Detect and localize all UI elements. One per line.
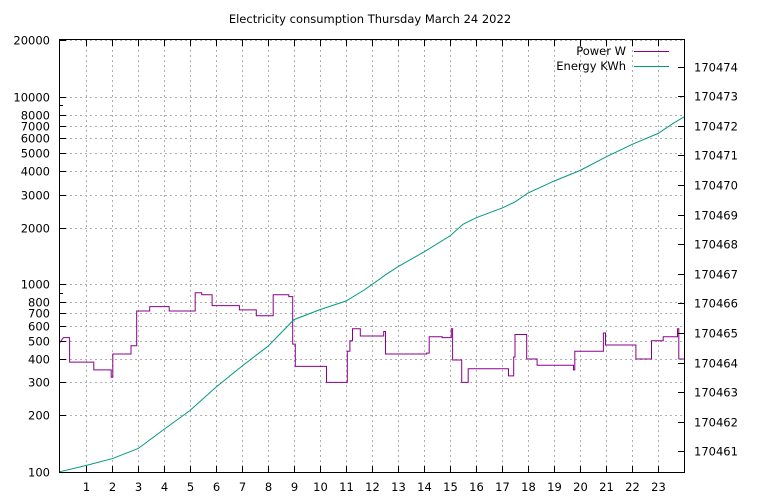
series-line-power-w (59, 292, 684, 383)
y-tick-label: 500 (28, 335, 50, 349)
y2-tick-label: 170464 (694, 357, 738, 371)
x-tick-label: 9 (291, 480, 298, 494)
y2-tick-label: 170470 (694, 179, 738, 193)
y-tick-label: 7000 (21, 120, 50, 134)
y-tick-label: 800 (28, 296, 50, 310)
x-tick-label: 8 (265, 480, 272, 494)
y-tick-label: 600 (28, 320, 50, 334)
x-tick-label: 19 (547, 480, 562, 494)
x-tick-label: 22 (625, 480, 640, 494)
x-tick-label: 21 (599, 480, 614, 494)
y2-tick-label: 170472 (694, 120, 738, 134)
y-tick-label: 4000 (21, 165, 50, 179)
x-tick-label: 6 (213, 480, 220, 494)
legend-label: Energy KWh (556, 59, 626, 73)
x-tick-label: 23 (651, 480, 666, 494)
y-tick-label: 20000 (13, 34, 50, 48)
x-tick-label: 11 (339, 480, 354, 494)
x-tick-label: 2 (109, 480, 116, 494)
x-tick-label: 16 (469, 480, 484, 494)
y2-tick-label: 170468 (694, 238, 738, 252)
y2-tick-label: 170474 (694, 61, 738, 75)
y2-tick-label: 170463 (694, 386, 738, 400)
plot-frame (59, 39, 685, 473)
y-tick-label: 400 (28, 353, 50, 367)
y2-tick-label: 170461 (694, 445, 738, 459)
chart-title: Electricity consumption Thursday March 2… (229, 12, 511, 26)
x-tick-label: 13 (391, 480, 406, 494)
y-tick-label: 8000 (21, 109, 50, 123)
y-tick-label: 200 (28, 409, 50, 423)
x-tick-label: 18 (521, 480, 536, 494)
legend-label: Power W (576, 44, 626, 58)
x-tick-label: 5 (187, 480, 194, 494)
x-tick-label: 15 (443, 480, 458, 494)
y-tick-label: 700 (28, 307, 50, 321)
x-tick-label: 14 (417, 480, 432, 494)
y-tick-label: 6000 (21, 132, 50, 146)
x-tick-label: 3 (135, 480, 142, 494)
y-tick-label: 10000 (13, 91, 50, 105)
y2-tick-label: 170471 (694, 149, 738, 163)
y2-tick-label: 170469 (694, 209, 738, 223)
x-tick-label: 12 (365, 480, 380, 494)
x-tick-label: 10 (313, 480, 328, 494)
y2-tick-label: 170466 (694, 297, 738, 311)
y-tick-label: 1000 (21, 278, 50, 292)
x-tick-label: 4 (161, 480, 168, 494)
axes: 1 2 3 4 5 6 7 8 9 10 11 12 13 14 15 16 17 18 19 20 21 22 23100… (13, 34, 738, 495)
y2-tick-label: 170467 (694, 268, 738, 282)
x-tick-label: 20 (573, 480, 588, 494)
x-tick-label: 7 (239, 480, 246, 494)
y-tick-label: 300 (28, 376, 50, 390)
y2-tick-label: 170465 (694, 327, 738, 341)
y2-tick-label: 170473 (694, 90, 738, 104)
y-tick-label: 5000 (21, 147, 50, 161)
series-layer (59, 116, 685, 473)
x-tick-label: 1 (83, 480, 90, 494)
y-tick-label: 100 (28, 466, 50, 480)
y-tick-label: 3000 (21, 189, 50, 203)
grid (60, 40, 684, 473)
y2-tick-label: 170462 (694, 416, 738, 430)
x-tick-label: 17 (495, 480, 510, 494)
series-line-energy-kwh (59, 116, 685, 473)
y-tick-label: 2000 (21, 222, 50, 236)
